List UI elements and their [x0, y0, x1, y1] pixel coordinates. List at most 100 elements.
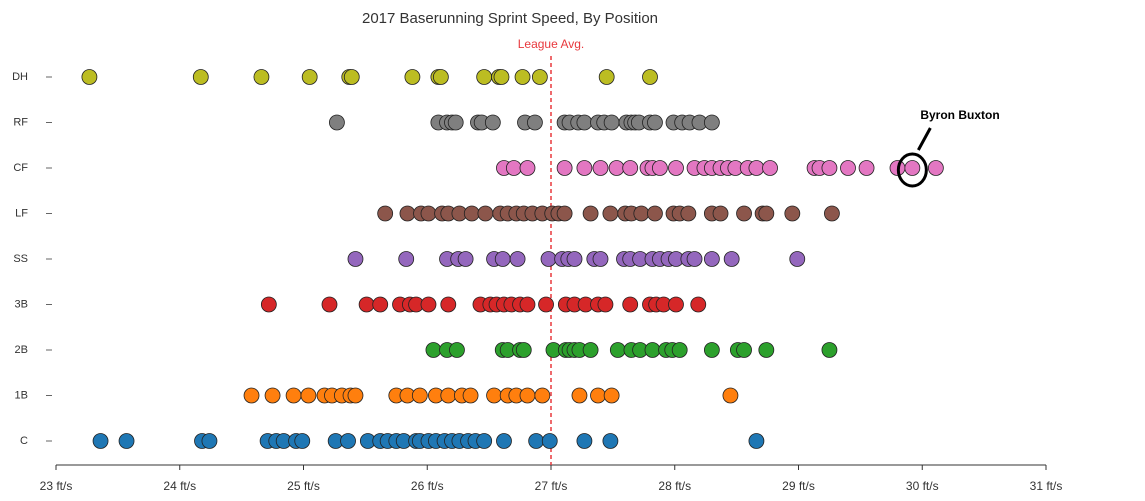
- dot: [496, 433, 512, 449]
- dot: [642, 69, 658, 85]
- dot: [576, 160, 593, 176]
- dot: [329, 114, 345, 131]
- dot: [243, 387, 260, 404]
- x-tick-label: 31 ft/s: [1030, 479, 1063, 493]
- dot: [821, 342, 838, 358]
- dot: [541, 433, 558, 449]
- dot: [264, 387, 281, 404]
- dot: [540, 251, 557, 267]
- dot: [201, 433, 218, 449]
- dot: [285, 387, 302, 404]
- dot: [723, 251, 740, 267]
- annotation-text: Byron Buxton: [920, 108, 999, 122]
- y-tick-label: 1B: [15, 389, 28, 401]
- y-tick-label: 3B: [15, 298, 28, 310]
- dot: [398, 251, 415, 267]
- dot: [784, 205, 801, 222]
- dot: [703, 251, 720, 267]
- annotation-pointer: [917, 127, 932, 151]
- dot: [603, 387, 620, 404]
- dot: [602, 205, 619, 222]
- dot: [680, 205, 697, 222]
- dot: [340, 433, 356, 449]
- dot: [301, 69, 318, 85]
- dot: [300, 387, 317, 404]
- dot: [582, 342, 599, 358]
- dot: [556, 160, 573, 176]
- dot: [758, 342, 775, 358]
- dot: [476, 433, 493, 449]
- dot: [647, 205, 663, 222]
- dot: [372, 296, 389, 313]
- dot: [347, 387, 364, 404]
- dot: [748, 433, 765, 449]
- dot: [118, 433, 135, 449]
- dot: [603, 114, 620, 131]
- dot: [447, 114, 464, 131]
- dot: [377, 205, 394, 222]
- dot: [703, 114, 720, 131]
- dot: [590, 387, 606, 404]
- dot: [527, 114, 543, 131]
- dot: [420, 296, 437, 313]
- dot: [321, 296, 338, 313]
- dot: [647, 114, 663, 131]
- dot: [927, 160, 944, 176]
- dot: [686, 251, 703, 267]
- dot: [736, 205, 752, 222]
- dot: [253, 69, 270, 85]
- dot: [519, 160, 536, 176]
- dot: [519, 387, 536, 404]
- reference-label: League Avg.: [518, 37, 585, 51]
- dot: [571, 387, 588, 404]
- dot: [582, 205, 599, 222]
- y-tick-label: RF: [13, 116, 28, 128]
- dot: [260, 296, 277, 313]
- dot: [534, 387, 551, 404]
- dot: [690, 296, 707, 313]
- dot: [476, 69, 493, 85]
- dot: [440, 296, 457, 313]
- y-tick-label: SS: [13, 253, 28, 265]
- dot: [609, 342, 626, 358]
- x-tick-label: 28 ft/s: [658, 479, 691, 493]
- dot: [528, 433, 545, 449]
- dot: [486, 387, 502, 404]
- dot: [92, 433, 109, 449]
- dot: [762, 160, 778, 176]
- dot: [432, 69, 449, 85]
- dot: [514, 69, 531, 85]
- dot: [477, 205, 494, 222]
- x-tick-label: 23 ft/s: [40, 479, 73, 493]
- dot: [566, 251, 583, 267]
- dot: [824, 205, 840, 222]
- dot: [457, 251, 474, 267]
- dot: [411, 387, 428, 404]
- dot: [608, 160, 625, 176]
- dot: [622, 296, 639, 313]
- dot: [449, 342, 465, 358]
- dot: [538, 296, 554, 313]
- dot: [494, 251, 511, 267]
- x-tick-label: 24 ft/s: [163, 479, 196, 493]
- dot: [668, 296, 684, 313]
- y-tick-label: DH: [12, 71, 28, 83]
- dot: [703, 342, 720, 358]
- dot: [343, 69, 360, 85]
- dot: [347, 251, 364, 267]
- dot: [622, 160, 639, 176]
- dot: [358, 296, 375, 313]
- dot: [531, 69, 548, 85]
- dot: [652, 160, 668, 176]
- dot: [576, 433, 593, 449]
- dot: [598, 69, 615, 85]
- dot: [440, 387, 457, 404]
- dot: [644, 342, 661, 358]
- dot: [463, 205, 480, 222]
- dot: [748, 160, 765, 176]
- dot: [633, 205, 650, 222]
- dot: [192, 69, 209, 85]
- dot: [81, 69, 98, 85]
- dot: [404, 69, 421, 85]
